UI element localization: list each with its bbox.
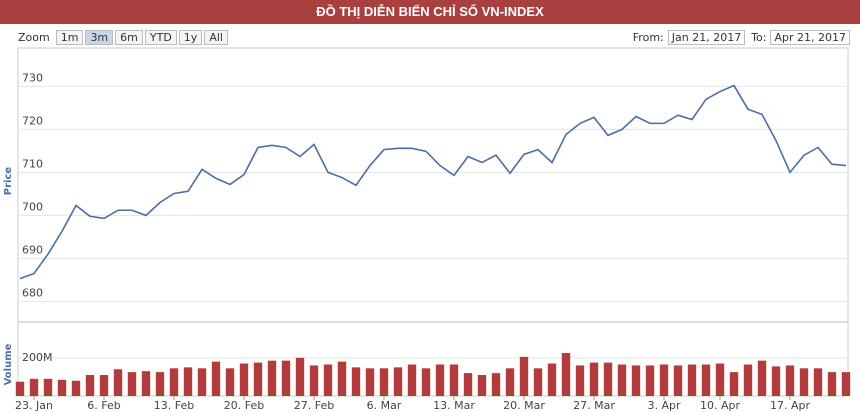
- zoom-button[interactable]: YTD: [144, 30, 177, 45]
- volume-bar: [155, 372, 165, 396]
- volume-bar: [183, 367, 193, 396]
- x-tick-label: 20. Feb: [224, 399, 264, 412]
- volume-bar: [757, 360, 767, 396]
- volume-bar: [99, 375, 109, 396]
- volume-bar: [421, 368, 431, 396]
- to-input[interactable]: Apr 21, 2017: [770, 30, 850, 45]
- volume-bar: [533, 368, 543, 396]
- volume-bar: [71, 380, 81, 396]
- x-tick-label: 6. Mar: [367, 399, 402, 412]
- volume-bar: [393, 367, 403, 396]
- x-tick-label: 23. Jan: [15, 399, 53, 412]
- volume-bar: [687, 364, 697, 396]
- volume-bar: [603, 362, 613, 396]
- volume-bar: [197, 368, 207, 396]
- volume-bar: [309, 365, 319, 396]
- y-axis-title: Price: [3, 167, 14, 196]
- volume-bar: [379, 368, 389, 396]
- from-label: From:: [632, 31, 664, 44]
- x-tick-label: 20. Mar: [503, 399, 545, 412]
- zoom-button[interactable]: 1m: [55, 30, 84, 45]
- volume-bar: [589, 362, 599, 396]
- zoom-button[interactable]: 1y: [178, 30, 203, 45]
- volume-bar: [407, 364, 417, 396]
- volume-bar: [365, 368, 375, 396]
- y-tick-label: 710: [22, 157, 43, 170]
- volume-bar: [113, 369, 123, 396]
- y2-tick-label: 200M: [22, 351, 53, 364]
- to-label: To:: [751, 31, 767, 44]
- volume-bar: [561, 353, 571, 396]
- volume-bar: [771, 366, 781, 396]
- zoom-button[interactable]: 3m: [85, 30, 114, 45]
- volume-bar: [337, 361, 347, 396]
- zoom-button[interactable]: 6m: [115, 30, 143, 45]
- volume-bar: [631, 365, 641, 396]
- range-selector: Zoom 1m 3m 6m YTD 1y All: [18, 30, 230, 46]
- y-tick-label: 730: [22, 71, 43, 84]
- x-tick-label: 27. Mar: [573, 399, 615, 412]
- volume-bar: [267, 360, 277, 396]
- volume-bar: [239, 363, 249, 396]
- volume-bar: [253, 362, 263, 396]
- volume-bar: [477, 375, 487, 396]
- x-tick-label: 6. Feb: [87, 399, 120, 412]
- volume-bar: [463, 373, 473, 396]
- y-tick-label: 700: [22, 200, 43, 213]
- x-tick-label: 17. Apr: [770, 399, 810, 412]
- date-range: From: Jan 21, 2017 To: Apr 21, 2017: [633, 30, 850, 46]
- volume-bar: [435, 364, 445, 396]
- volume-bar: [323, 364, 333, 396]
- volume-bar: [225, 368, 235, 396]
- volume-bar: [505, 368, 515, 396]
- y2-axis-title: Volume: [3, 343, 14, 385]
- x-tick-label: 13. Mar: [433, 399, 475, 412]
- volume-bar: [127, 372, 137, 396]
- volume-bar: [211, 361, 221, 396]
- volume-bar: [43, 378, 53, 396]
- volume-bar: [15, 381, 25, 396]
- y-tick-label: 720: [22, 114, 43, 127]
- volume-bar: [841, 372, 851, 396]
- zoom-label: Zoom: [18, 31, 50, 44]
- volume-bar: [169, 368, 179, 396]
- volume-bar: [57, 379, 67, 396]
- y-tick-label: 680: [22, 286, 43, 299]
- volume-bar: [351, 367, 361, 396]
- volume-bar: [491, 373, 501, 396]
- volume-bar: [85, 375, 95, 396]
- volume-bar: [281, 360, 291, 396]
- y-tick-label: 690: [22, 243, 43, 256]
- volume-bar: [547, 363, 557, 396]
- volume-bar: [617, 364, 627, 396]
- volume-bar: [827, 372, 837, 396]
- title-bar: ĐỒ THỊ DIỄN BIẾN CHỈ SỐ VN-INDEX: [0, 0, 860, 24]
- plot-border: [17, 47, 849, 397]
- volume-bar: [295, 357, 305, 396]
- price-line: [19, 84, 847, 280]
- x-tick-label: 27. Feb: [294, 399, 334, 412]
- volume-bar: [519, 356, 529, 396]
- volume-bar: [645, 365, 655, 396]
- volume-bar: [141, 371, 151, 396]
- volume-bar: [449, 364, 459, 396]
- volume-bar: [29, 378, 39, 396]
- volume-bar: [729, 372, 739, 396]
- volume-bar: [715, 363, 725, 396]
- volume-bar: [659, 364, 669, 396]
- from-input[interactable]: Jan 21, 2017: [667, 30, 746, 45]
- x-tick-label: 3. Apr: [647, 399, 680, 412]
- volume-bar: [575, 365, 585, 396]
- x-tick-label: 13. Feb: [154, 399, 194, 412]
- zoom-button[interactable]: All: [204, 30, 228, 45]
- volume-bar: [673, 365, 683, 396]
- volume-bar: [813, 368, 823, 396]
- volume-bar: [799, 368, 809, 396]
- volume-bar: [743, 364, 753, 396]
- volume-bar: [701, 364, 711, 396]
- x-tick-label: 10. Apr: [700, 399, 740, 412]
- volume-bar: [785, 365, 795, 396]
